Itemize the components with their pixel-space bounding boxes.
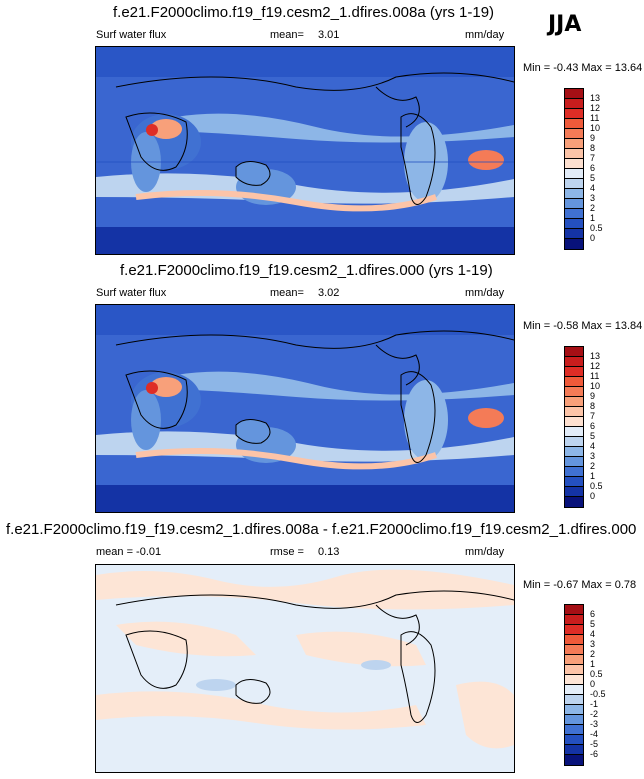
season-label: JJA	[548, 12, 582, 37]
panel-2-variable-label: Surf water flux	[96, 287, 167, 299]
panel-3-tick-11: -3	[590, 719, 599, 729]
panel-1-mean-label: mean=	[270, 29, 304, 41]
panel-2-tick-10: 3	[590, 451, 596, 461]
panel-1-tick-1: 12	[590, 103, 601, 113]
panel-2-tick-13: 0.5	[590, 481, 603, 491]
panel-2-minmax: Min = -0.58 Max = 13.84	[523, 320, 643, 332]
panel-3-tick-3: 3	[590, 639, 596, 649]
panel-3-tick-7: 0	[590, 679, 596, 689]
panel-1-tick-6: 7	[590, 153, 596, 163]
panel-2-tick-9: 4	[590, 441, 596, 451]
panel-2-tick-6: 7	[590, 411, 596, 421]
panel-2-tick-2: 11	[590, 371, 600, 381]
panel-1-tick-8: 5	[590, 173, 596, 183]
panel-1-tick-3: 10	[590, 123, 601, 133]
panel-2-title: f.e21.F2000climo.f19_f19.cesm2_1.dfires.…	[120, 262, 493, 279]
panel-1-mean-value: 3.01	[318, 29, 340, 41]
panel-1-tick-0: 13	[590, 93, 601, 103]
panel-1-tick-4: 9	[590, 133, 596, 143]
panel-3-title: f.e21.F2000climo.f19_f19.cesm2_1.dfires.…	[6, 521, 637, 538]
panel-2-tick-11: 2	[590, 461, 596, 471]
panel-3-tick-0: 6	[590, 609, 596, 619]
panel-3-tick-5: 1	[590, 659, 596, 669]
panel-3-tick-13: -5	[590, 739, 599, 749]
panel-1-tick-7: 6	[590, 163, 596, 173]
panel-2-mean-label: mean=	[270, 287, 304, 299]
panel-1-title: f.e21.F2000climo.f19_f19.cesm2_1.dfires.…	[113, 4, 495, 21]
panel-3-minmax: Min = -0.67 Max = 0.78	[523, 579, 637, 591]
panel-3-tick-14: -6	[590, 749, 599, 759]
panel-2-tick-1: 12	[590, 361, 601, 371]
panel-3-tick-4: 2	[590, 649, 596, 659]
panel-2-tick-0: 13	[590, 351, 601, 361]
panel-2-tick-14: 0	[590, 491, 596, 501]
panel-2-tick-3: 10	[590, 381, 601, 391]
panel-2-mean-value: 3.02	[318, 287, 340, 299]
panel-3-tick-8: -0.5	[590, 689, 606, 699]
panel-3-rmse-value: 0.13	[318, 546, 340, 558]
panel-2-map	[95, 304, 515, 513]
panel-3-tick-9: -1	[590, 699, 599, 709]
panel-2-colorbar	[564, 346, 584, 508]
panel-2-tick-4: 9	[590, 391, 596, 401]
panel-1-tick-5: 8	[590, 143, 596, 153]
panel-3-rmse-label: rmse =	[270, 546, 304, 558]
panel-1-colorbar	[564, 88, 584, 250]
panel-1-tick-2: 11	[590, 113, 600, 123]
panel-1-tick-11: 2	[590, 203, 596, 213]
panel-2-units: mm/day	[465, 287, 505, 299]
panel-3-units: mm/day	[465, 546, 505, 558]
panel-2-tick-5: 8	[590, 401, 596, 411]
panel-3-tick-6: 0.5	[590, 669, 603, 679]
panel-2-tick-7: 6	[590, 421, 596, 431]
panel-3-map	[95, 564, 515, 773]
panel-3-colorbar	[564, 604, 584, 766]
panel-1-minmax: Min = -0.43 Max = 13.64	[523, 62, 643, 74]
panel-3-tick-1: 5	[590, 619, 596, 629]
panel-1-tick-10: 3	[590, 193, 596, 203]
panel-3-tick-10: -2	[590, 709, 599, 719]
panel-2-tick-8: 5	[590, 431, 596, 441]
panel-1-tick-12: 1	[590, 213, 596, 223]
panel-1-variable-label: Surf water flux	[96, 29, 167, 41]
panel-3-mean-label: mean = -0.01	[96, 546, 162, 558]
panel-1-units: mm/day	[465, 29, 505, 41]
panel-1-tick-14: 0	[590, 233, 596, 243]
panel-2-tick-12: 1	[590, 471, 596, 481]
panel-1-tick-9: 4	[590, 183, 596, 193]
panel-1-map	[95, 46, 515, 255]
panel-1-tick-13: 0.5	[590, 223, 603, 233]
panel-3-tick-2: 4	[590, 629, 596, 639]
panel-3-tick-12: -4	[590, 729, 599, 739]
